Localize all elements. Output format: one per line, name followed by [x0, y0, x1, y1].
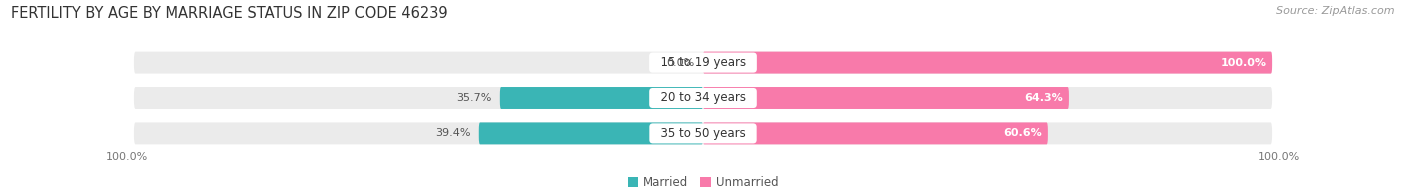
Text: 20 to 34 years: 20 to 34 years — [652, 92, 754, 104]
FancyBboxPatch shape — [703, 122, 1047, 144]
Text: 64.3%: 64.3% — [1025, 93, 1063, 103]
FancyBboxPatch shape — [501, 87, 703, 109]
Text: 0.0%: 0.0% — [666, 58, 695, 68]
Text: 100.0%: 100.0% — [1258, 152, 1301, 162]
Text: 39.4%: 39.4% — [434, 128, 470, 138]
Text: FERTILITY BY AGE BY MARRIAGE STATUS IN ZIP CODE 46239: FERTILITY BY AGE BY MARRIAGE STATUS IN Z… — [11, 6, 449, 21]
FancyBboxPatch shape — [134, 87, 1272, 109]
FancyBboxPatch shape — [134, 52, 1272, 74]
Text: 100.0%: 100.0% — [1220, 58, 1267, 68]
Text: 60.6%: 60.6% — [1004, 128, 1042, 138]
Legend: Married, Unmarried: Married, Unmarried — [628, 176, 778, 189]
Text: 100.0%: 100.0% — [105, 152, 148, 162]
Text: Source: ZipAtlas.com: Source: ZipAtlas.com — [1277, 6, 1395, 16]
FancyBboxPatch shape — [134, 122, 1272, 144]
FancyBboxPatch shape — [479, 122, 703, 144]
Text: 35.7%: 35.7% — [456, 93, 491, 103]
FancyBboxPatch shape — [703, 52, 1272, 74]
Text: 15 to 19 years: 15 to 19 years — [652, 56, 754, 69]
Text: 35 to 50 years: 35 to 50 years — [652, 127, 754, 140]
FancyBboxPatch shape — [703, 87, 1069, 109]
